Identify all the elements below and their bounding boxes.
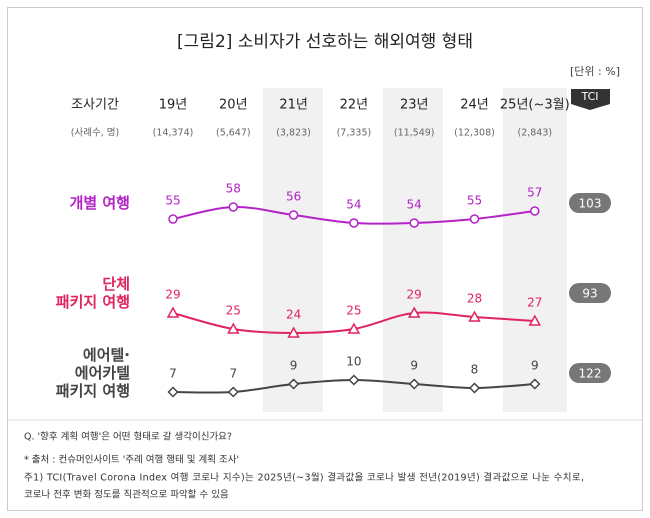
point — [529, 378, 541, 390]
point — [530, 206, 540, 216]
data-label: 10 — [346, 355, 361, 369]
point — [168, 214, 178, 224]
data-label: 54 — [407, 198, 422, 212]
data-label: 9 — [410, 359, 418, 373]
note: * 출처 : 컨슈머인사이트 '주례 여행 행태 및 계획 조사' — [24, 454, 239, 466]
data-label: 25 — [226, 304, 241, 318]
category-label: 22년 — [340, 98, 369, 113]
category-label: 19년 — [159, 98, 188, 113]
data-label: 7 — [229, 367, 237, 381]
point — [408, 378, 420, 390]
data-label: 28 — [467, 292, 482, 306]
point — [468, 310, 481, 322]
period-label: 조사기간 — [71, 98, 119, 113]
data-label: 56 — [286, 190, 301, 204]
tci-pill — [569, 193, 611, 213]
note: Q. '향후 계획 여행'은 어떤 형태로 갈 생각이신가요? — [24, 431, 232, 443]
point — [166, 306, 180, 318]
point — [349, 218, 359, 228]
data-label: 9 — [290, 359, 298, 373]
category-label: 21년 — [279, 98, 308, 113]
data-label: 58 — [226, 182, 241, 196]
chart-title: [그림2] 소비자가 선호하는 해외여행 형태 — [177, 32, 473, 52]
category-label: 20년 — [219, 98, 248, 113]
tci-pill — [569, 363, 611, 383]
data-label: 25 — [346, 304, 361, 318]
category-label: 23년 — [400, 98, 429, 113]
data-label: 29 — [407, 288, 422, 302]
sample-size: (5,647) — [216, 128, 251, 139]
column-shade — [383, 88, 443, 412]
category-label: 24년 — [460, 98, 489, 113]
sample-size: (7,335) — [337, 128, 372, 139]
point — [409, 218, 419, 228]
data-label: 9 — [531, 359, 539, 373]
point — [468, 382, 481, 394]
point — [407, 306, 421, 318]
data-label: 57 — [527, 186, 542, 200]
point — [288, 210, 299, 220]
tci-pill — [569, 283, 611, 303]
data-label: 24 — [286, 308, 301, 322]
tci-value: 93 — [582, 287, 597, 301]
data-label: 8 — [471, 363, 479, 377]
point — [347, 322, 361, 334]
point — [288, 378, 300, 390]
data-label: 54 — [346, 198, 361, 212]
tci-value: 103 — [579, 197, 602, 211]
sample-size: (2,843) — [517, 128, 552, 139]
point — [228, 202, 239, 212]
note: 주1) TCI(Travel Corona Index 여행 코로나 지수)는 … — [24, 472, 584, 484]
note: 코로나 전후 변화 정도를 직관적으로 파악할 수 있음 — [24, 489, 229, 501]
data-label: 7 — [169, 367, 177, 381]
point — [469, 214, 480, 224]
tci-value: 122 — [579, 367, 602, 381]
column-shade — [503, 88, 567, 412]
data-label: 55 — [165, 194, 180, 208]
data-label: 29 — [165, 288, 180, 302]
series-name: 단체 패키지 여행 — [55, 275, 130, 311]
point — [227, 322, 240, 334]
point — [227, 386, 239, 398]
tci-badge — [571, 89, 610, 110]
column-shade — [263, 88, 323, 412]
point — [287, 326, 300, 338]
series-name: 에어텔· 에어카텔 패키지 여행 — [55, 346, 130, 400]
tci-label: TCI — [581, 90, 599, 103]
series-name: 개별 여행 — [69, 194, 130, 212]
category-label: 25년(~3월) — [500, 98, 570, 113]
sample-size: (12,308) — [454, 128, 495, 139]
point — [348, 374, 360, 386]
unit-label: [단위 : %] — [570, 65, 620, 78]
data-label: 55 — [467, 194, 482, 208]
data-label: 27 — [527, 296, 542, 310]
point — [528, 314, 542, 326]
sample-label: (사례수, 명) — [71, 128, 119, 139]
point — [167, 386, 179, 398]
sample-size: (3,823) — [276, 128, 311, 139]
sample-size: (14,374) — [153, 128, 194, 139]
sample-size: (11,549) — [394, 128, 435, 139]
